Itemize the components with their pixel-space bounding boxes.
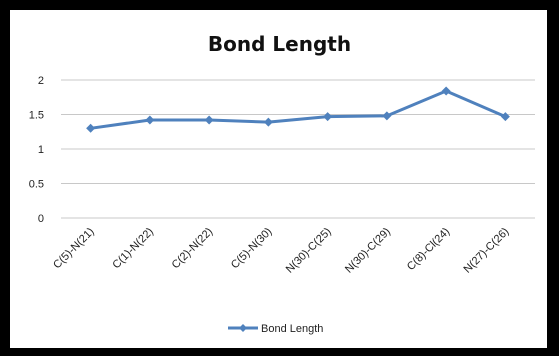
x-tick-label: N(30)-C(25) bbox=[284, 226, 334, 276]
y-axis-ticks: 0 0.5 1 1.5 2 bbox=[29, 75, 44, 225]
legend-marker bbox=[239, 324, 247, 332]
series-line bbox=[90, 89, 506, 130]
x-tick-label: N(30)-C(29) bbox=[343, 226, 393, 276]
data-point bbox=[86, 123, 96, 133]
y-tick-label: 0 bbox=[38, 213, 44, 225]
series-group bbox=[86, 86, 510, 133]
data-point bbox=[382, 111, 392, 121]
chart-area bbox=[10, 10, 547, 348]
x-tick-label: N(27)-C(26) bbox=[462, 226, 512, 276]
x-tick-label: C(8)-Cl(24) bbox=[405, 226, 452, 273]
y-tick-label: 0.5 bbox=[29, 179, 44, 191]
x-tick-label: C(2)-N(22) bbox=[170, 226, 216, 272]
x-axis-ticks: C(5)-N(21) C(1)-N(22) C(2)-N(22) C(5)-N(30)… bbox=[51, 226, 511, 276]
legend: Bond Length bbox=[228, 323, 323, 335]
y-tick-label: 1 bbox=[38, 144, 44, 156]
chart-title: Bond Length bbox=[207, 32, 352, 56]
x-tick-label: C(1)-N(22) bbox=[110, 226, 156, 272]
data-point bbox=[204, 115, 214, 125]
x-tick-label: C(5)-N(30) bbox=[229, 226, 275, 272]
data-point bbox=[500, 112, 510, 122]
data-point bbox=[323, 112, 333, 122]
data-point bbox=[145, 115, 155, 125]
data-point bbox=[441, 86, 451, 96]
legend-label: Bond Length bbox=[261, 323, 323, 335]
y-tick-label: 2 bbox=[38, 75, 44, 87]
x-tick-label: C(5)-N(21) bbox=[51, 226, 97, 272]
gridlines bbox=[61, 79, 535, 219]
data-point bbox=[263, 117, 273, 127]
y-tick-label: 1.5 bbox=[29, 110, 44, 122]
